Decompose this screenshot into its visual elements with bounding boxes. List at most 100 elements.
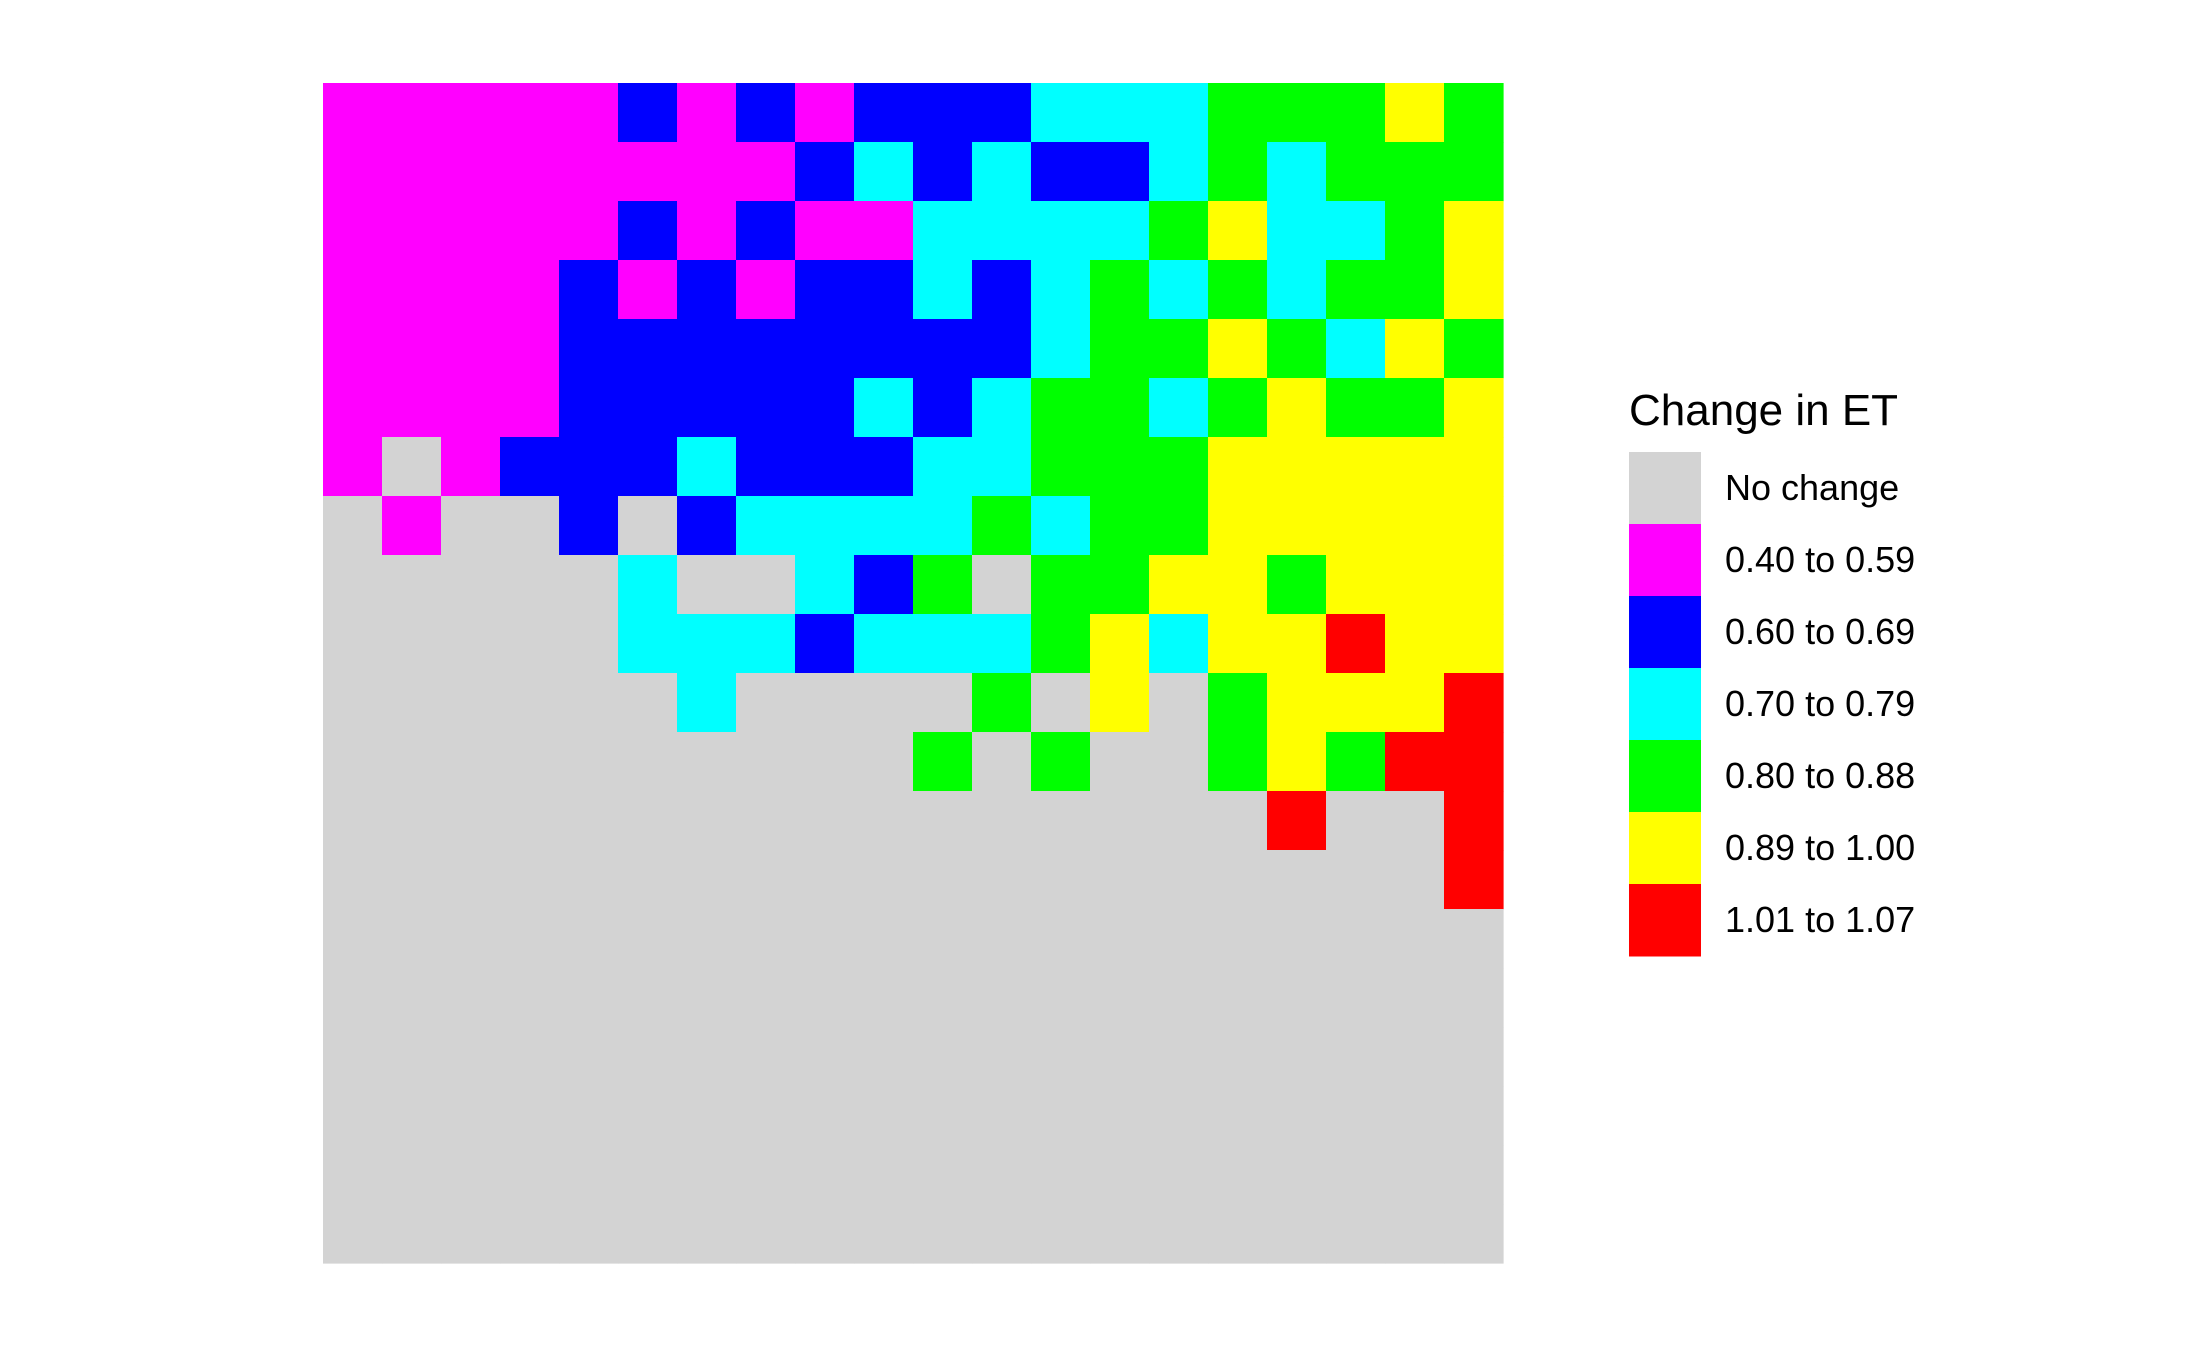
heatmap-cell xyxy=(913,378,973,438)
heatmap-cell xyxy=(559,1145,619,1205)
heatmap-cell xyxy=(913,142,973,202)
legend-key xyxy=(1629,524,1701,597)
heatmap-cell xyxy=(736,378,796,438)
heatmap-cell xyxy=(323,732,383,792)
heatmap-cell xyxy=(972,968,1032,1028)
heatmap-cell xyxy=(854,142,914,202)
heatmap-cell xyxy=(1031,260,1091,320)
heatmap-cell xyxy=(382,909,442,969)
heatmap-cell xyxy=(1090,260,1150,320)
heatmap-cell xyxy=(1267,1204,1327,1264)
heatmap-cell xyxy=(795,142,855,202)
legend-key xyxy=(1629,452,1701,525)
heatmap-cell xyxy=(795,1027,855,1087)
heatmap-cell xyxy=(913,260,973,320)
heatmap-cell xyxy=(1267,968,1327,1028)
heatmap-cell xyxy=(500,555,560,615)
heatmap-cell xyxy=(1444,496,1504,556)
heatmap-cell xyxy=(972,850,1032,910)
heatmap-cell xyxy=(1031,732,1091,792)
heatmap-cell xyxy=(736,909,796,969)
heatmap-cell xyxy=(795,614,855,674)
heatmap-cell xyxy=(972,1027,1032,1087)
heatmap-cell xyxy=(1267,496,1327,556)
heatmap-cell xyxy=(500,791,560,851)
heatmap-cell xyxy=(1267,83,1327,143)
heatmap-cell xyxy=(1208,555,1268,615)
heatmap-cell xyxy=(1090,378,1150,438)
heatmap-cell xyxy=(1326,614,1386,674)
heatmap-cell xyxy=(1444,201,1504,261)
heatmap-cell xyxy=(736,1145,796,1205)
heatmap-cell xyxy=(677,319,737,379)
heatmap-cell xyxy=(1031,909,1091,969)
heatmap-cell xyxy=(1385,614,1445,674)
heatmap-cell xyxy=(1326,319,1386,379)
heatmap-cell xyxy=(559,673,619,733)
heatmap-cell xyxy=(736,83,796,143)
legend-label: 1.01 to 1.07 xyxy=(1725,899,1915,940)
heatmap-cell xyxy=(441,1204,501,1264)
heatmap-cell xyxy=(913,1145,973,1205)
heatmap-cell xyxy=(913,1204,973,1264)
heatmap-cell xyxy=(559,260,619,320)
heatmap-cell xyxy=(1267,732,1327,792)
heatmap-cell xyxy=(1267,319,1327,379)
heatmap-cell xyxy=(382,437,442,497)
heatmap-cell xyxy=(913,555,973,615)
heatmap-cell xyxy=(1090,201,1150,261)
heatmap-cell xyxy=(559,319,619,379)
heatmap-cell xyxy=(1444,83,1504,143)
heatmap-cell xyxy=(854,555,914,615)
heatmap-cell xyxy=(1208,260,1268,320)
heatmap-cell xyxy=(1149,909,1209,969)
legend-label: 0.70 to 0.79 xyxy=(1725,683,1915,724)
heatmap-cell xyxy=(854,673,914,733)
heatmap-cell xyxy=(500,1027,560,1087)
heatmap-cell xyxy=(1385,732,1445,792)
heatmap-cell xyxy=(913,614,973,674)
heatmap-cell xyxy=(323,1204,383,1264)
heatmap-cell xyxy=(972,555,1032,615)
heatmap-cell xyxy=(1267,260,1327,320)
heatmap-cell xyxy=(1444,378,1504,438)
heatmap-cell xyxy=(1208,1027,1268,1087)
heatmap-cell xyxy=(1031,83,1091,143)
heatmap-cell xyxy=(1090,1027,1150,1087)
heatmap-cell xyxy=(677,732,737,792)
heatmap-cell xyxy=(1326,673,1386,733)
heatmap-cell xyxy=(972,83,1032,143)
heatmap-cell xyxy=(972,260,1032,320)
heatmap-cell xyxy=(736,1086,796,1146)
heatmap-cell xyxy=(1326,909,1386,969)
heatmap-cell xyxy=(1385,791,1445,851)
heatmap-cell xyxy=(1267,791,1327,851)
heatmap-cell xyxy=(736,319,796,379)
heatmap-cell xyxy=(854,909,914,969)
heatmap-cell xyxy=(618,1204,678,1264)
heatmap-cell xyxy=(500,83,560,143)
heatmap-cell xyxy=(441,791,501,851)
heatmap-cell xyxy=(1149,791,1209,851)
heatmap-cell xyxy=(500,437,560,497)
heatmap-cell xyxy=(618,260,678,320)
heatmap-cell xyxy=(382,850,442,910)
heatmap-cell xyxy=(795,555,855,615)
heatmap-cell xyxy=(382,142,442,202)
heatmap-cell xyxy=(1031,378,1091,438)
legend-label: 0.80 to 0.88 xyxy=(1725,755,1915,796)
heatmap-cell xyxy=(1326,791,1386,851)
heatmap-cell xyxy=(972,1086,1032,1146)
heatmap-cell xyxy=(736,732,796,792)
heatmap-cell xyxy=(1149,1204,1209,1264)
heatmap-cell xyxy=(1149,83,1209,143)
heatmap-cell xyxy=(1385,673,1445,733)
heatmap-cell xyxy=(1326,260,1386,320)
heatmap-cell xyxy=(382,555,442,615)
heatmap-cell xyxy=(913,673,973,733)
heatmap-cell xyxy=(795,437,855,497)
heatmap-cell xyxy=(677,850,737,910)
heatmap-cell xyxy=(382,496,442,556)
heatmap-cell xyxy=(736,142,796,202)
heatmap-cell xyxy=(500,909,560,969)
